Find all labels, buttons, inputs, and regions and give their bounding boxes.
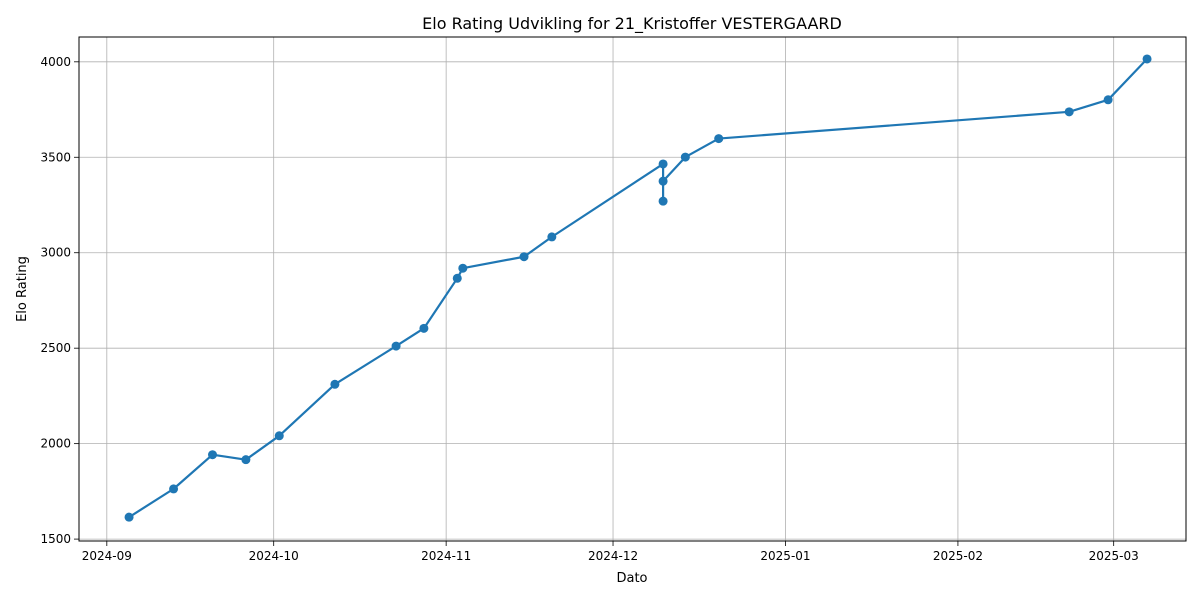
- y-tick-label: 4000: [40, 55, 71, 69]
- axis-ticks: 2024-09 2024-10 2024-11 2024-12 2025-01 2025-…: [40, 55, 1138, 563]
- x-tick-label: 2024-09: [82, 549, 132, 563]
- x-axis-label: Dato: [616, 571, 647, 586]
- series-line: [128, 58, 1148, 519]
- grid: [79, 37, 1186, 541]
- data-point: [1142, 54, 1152, 64]
- data-point: [658, 159, 668, 169]
- y-axis-label: Elo Rating: [15, 256, 30, 322]
- data-point: [124, 512, 134, 522]
- data-point: [714, 134, 724, 144]
- data-point: [680, 152, 690, 162]
- chart-title: Elo Rating Udvikling for 21_Kristoffer V…: [422, 14, 842, 34]
- data-point: [208, 450, 218, 460]
- x-tick-label: 2024-10: [249, 549, 299, 563]
- y-tick-label: 3500: [40, 150, 71, 164]
- data-point: [274, 431, 284, 441]
- x-tick-label: 2025-03: [1089, 549, 1139, 563]
- data-point: [330, 379, 340, 389]
- data-point: [519, 252, 529, 262]
- x-tick-label: 2024-12: [588, 549, 638, 563]
- data-point: [658, 196, 668, 206]
- data-point: [547, 232, 557, 242]
- y-tick-label: 1500: [40, 532, 71, 546]
- y-tick-label: 2000: [40, 437, 71, 451]
- y-tick-label: 2500: [40, 341, 71, 355]
- data-point: [169, 484, 179, 494]
- data-point: [658, 176, 668, 186]
- x-tick-label: 2025-02: [933, 549, 983, 563]
- x-tick-label: 2025-01: [760, 549, 810, 563]
- data-point: [1064, 107, 1074, 117]
- plot-frame: [78, 36, 1187, 542]
- data-point: [458, 263, 468, 273]
- data-point: [1103, 95, 1113, 105]
- data-point: [419, 323, 429, 333]
- y-tick-label: 3000: [40, 246, 71, 260]
- series-layer: [124, 54, 1152, 522]
- data-point: [452, 273, 462, 283]
- data-point: [391, 341, 401, 351]
- x-tick-label: 2024-11: [421, 549, 471, 563]
- data-point: [241, 455, 251, 465]
